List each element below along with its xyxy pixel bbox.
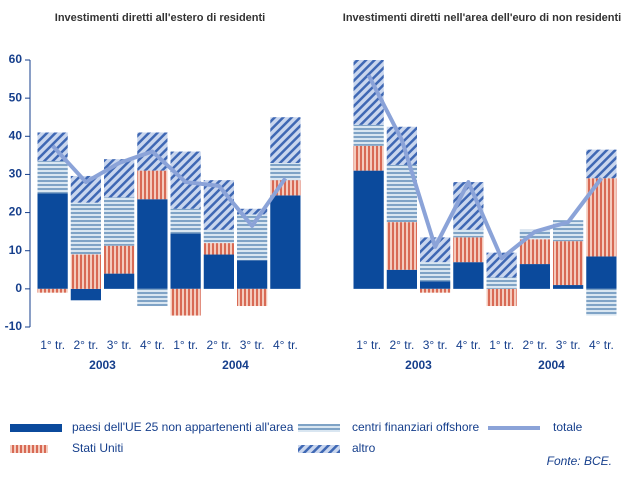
bar-segment (170, 288, 201, 316)
bar-segment (203, 243, 234, 255)
bar-segment (137, 170, 168, 200)
bar-segment (420, 262, 451, 282)
legend-label: Stati Uniti (72, 441, 123, 455)
x-tick-label: 4° tr. (456, 338, 481, 352)
y-tick-label: 20 (9, 205, 23, 219)
legend-label: paesi dell'UE 25 non appartenenti all'ar… (72, 420, 294, 434)
x-tick-label: 2° tr. (206, 338, 231, 352)
legend-swatch (298, 424, 340, 432)
bar-segment (453, 229, 484, 238)
bar-segment (586, 288, 617, 316)
bar-segment (237, 208, 268, 215)
y-tick-label: 0 (15, 281, 22, 295)
bar-segment (586, 256, 617, 289)
x-tick-label: 4° tr. (589, 338, 614, 352)
bar-segment (270, 162, 301, 181)
x-tick-label: 2° tr. (73, 338, 98, 352)
bar-segment (170, 233, 201, 289)
bar-segment (170, 208, 201, 234)
x-tick-label: 3° tr. (107, 338, 132, 352)
bar-segment (137, 288, 168, 307)
y-tick-label: -10 (5, 319, 23, 333)
x-tick-label: 1° tr. (173, 338, 198, 352)
bar-segment (203, 229, 234, 244)
bar-segment (353, 145, 384, 171)
bar-segment (353, 124, 384, 146)
bar-segment (270, 117, 301, 163)
chart-title: Investimenti diretti nell'area dell'euro… (343, 12, 621, 24)
year-label: 2004 (538, 358, 565, 372)
x-tick-label: 4° tr. (273, 338, 298, 352)
bar-segment (386, 222, 417, 270)
bar-segment (486, 277, 517, 289)
bar-segment (453, 262, 484, 289)
bar-segment (353, 170, 384, 289)
year-label: 2003 (89, 358, 116, 372)
y-tick-label: 60 (9, 52, 23, 66)
bar-segment (519, 264, 550, 289)
x-tick-label: 1° tr. (489, 338, 514, 352)
x-tick-label: 2° tr. (389, 338, 414, 352)
bar-segment (37, 193, 68, 289)
bar-segment (237, 260, 268, 289)
x-tick-label: 2° tr. (522, 338, 547, 352)
bar-segment (519, 229, 550, 240)
bar-segment (70, 288, 101, 301)
bar-segment (453, 237, 484, 263)
bar-segment (420, 281, 451, 289)
x-tick-label: 1° tr. (356, 338, 381, 352)
bar-segment (104, 273, 135, 289)
bar-segment (553, 241, 584, 286)
bar-segment (553, 285, 584, 289)
legend-label: centri finanziari offshore (352, 420, 480, 434)
total-line (51, 144, 288, 228)
legend-swatch (298, 445, 340, 453)
bar-segment (37, 288, 68, 293)
bar-segment (237, 214, 268, 261)
x-tick-label: 3° tr. (240, 338, 265, 352)
bar-segment (70, 202, 101, 255)
bar-segment (420, 288, 451, 293)
y-tick-label: 30 (9, 167, 23, 181)
source: Fonte: BCE. (547, 454, 612, 468)
total-line (366, 74, 603, 261)
bar-segment (104, 197, 135, 246)
year-label: 2003 (405, 358, 432, 372)
y-tick-label: 50 (9, 90, 23, 104)
legend-swatch (10, 424, 62, 432)
y-tick-label: 40 (9, 128, 23, 142)
bar-segment (104, 159, 135, 198)
year-label: 2004 (222, 358, 249, 372)
legend-label: altro (352, 441, 376, 455)
bar-segment (137, 199, 168, 289)
bar-segment (203, 254, 234, 289)
bar-segment (37, 161, 68, 194)
bar-segment (237, 288, 268, 307)
bar-segment (70, 254, 101, 289)
bar-segment (519, 239, 550, 265)
y-tick-label: 10 (9, 243, 23, 257)
x-tick-label: 3° tr. (423, 338, 448, 352)
bar-segment (104, 245, 135, 274)
legend-swatch (10, 445, 48, 453)
x-tick-label: 1° tr. (40, 338, 65, 352)
legend-label: totale (553, 420, 583, 434)
x-tick-label: 3° tr. (556, 338, 581, 352)
x-tick-label: 4° tr. (140, 338, 165, 352)
bar-segment (270, 195, 301, 289)
bar-segment (386, 269, 417, 289)
bar-segment (486, 288, 517, 307)
chart-title: Investimenti diretti all'estero di resid… (55, 12, 265, 24)
bar-segment (586, 149, 617, 179)
